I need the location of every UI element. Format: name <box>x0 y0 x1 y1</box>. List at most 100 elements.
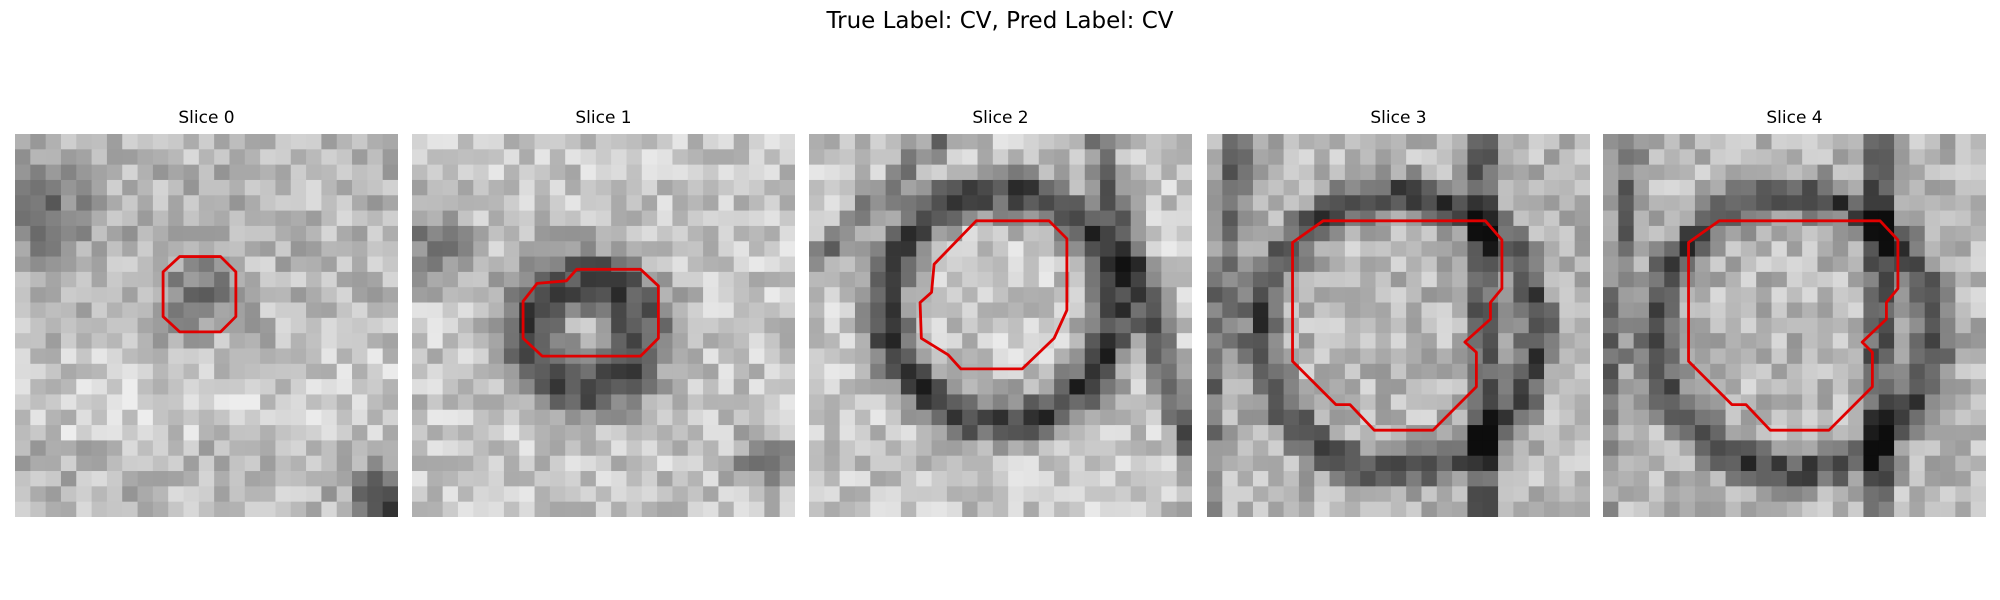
pixel <box>1023 333 1040 349</box>
pixel <box>962 164 978 181</box>
pixel <box>1894 149 1910 166</box>
pixel <box>1559 501 1576 517</box>
pixel <box>503 425 520 441</box>
pixel <box>1970 149 1986 166</box>
pixel <box>244 409 261 426</box>
pixel <box>1909 164 1926 181</box>
pixel <box>1130 271 1147 288</box>
pixel <box>1360 440 1376 457</box>
pixel <box>1740 271 1757 288</box>
pixel <box>152 348 169 365</box>
pixel <box>657 348 673 365</box>
pixel <box>1513 425 1530 441</box>
pixel <box>1940 195 1956 211</box>
pixel <box>275 287 292 303</box>
pixel <box>1298 210 1315 227</box>
pixel <box>1970 379 1986 395</box>
pixel <box>870 149 886 166</box>
pixel <box>1771 394 1788 411</box>
pixel <box>1848 425 1864 441</box>
pixel <box>183 271 200 288</box>
pixel <box>1878 394 1895 411</box>
pixel <box>168 287 184 303</box>
pixel <box>30 195 47 211</box>
pixel <box>45 302 62 319</box>
pixel <box>1513 210 1530 227</box>
pixel <box>809 348 825 365</box>
pixel <box>534 164 551 181</box>
pixel <box>1771 379 1788 395</box>
pixel <box>503 471 520 487</box>
pixel <box>977 317 994 334</box>
pixel <box>473 302 489 319</box>
pixel <box>442 425 459 441</box>
pixel <box>1664 348 1680 365</box>
pixel <box>611 471 627 487</box>
pixel <box>1955 333 1972 349</box>
pixel <box>931 134 948 150</box>
pixel <box>488 195 505 211</box>
pixel <box>1694 455 1711 472</box>
pixel <box>1603 179 1619 196</box>
pixel <box>1084 210 1101 227</box>
pixel <box>1940 425 1956 441</box>
pixel <box>733 302 750 319</box>
pixel <box>870 425 886 441</box>
pixel <box>1452 225 1468 242</box>
pixel <box>1023 409 1040 426</box>
pixel <box>1406 256 1422 273</box>
pixel <box>946 287 963 303</box>
pixel <box>214 348 230 365</box>
pixel <box>1467 241 1484 257</box>
pixel <box>611 486 627 503</box>
pixel <box>352 195 368 211</box>
pixel <box>809 333 825 349</box>
pixel <box>1940 379 1956 395</box>
pixel <box>839 394 856 411</box>
slice-image <box>1603 134 1986 517</box>
pixel <box>962 287 978 303</box>
pixel <box>1298 287 1315 303</box>
pixel <box>1084 179 1101 196</box>
pixel <box>1268 501 1284 517</box>
pixel <box>992 225 1009 242</box>
pixel <box>1498 210 1514 227</box>
pixel <box>1100 149 1116 166</box>
pixel <box>30 440 47 457</box>
pixel <box>1618 486 1635 503</box>
pixel <box>1406 195 1422 211</box>
pixel <box>442 394 459 411</box>
pixel <box>1694 302 1711 319</box>
pixel <box>641 225 658 242</box>
pixel <box>672 225 689 242</box>
pixel <box>764 164 781 181</box>
pixel <box>1924 333 1941 349</box>
pixel <box>321 317 338 334</box>
pixel <box>519 363 535 380</box>
pixel <box>1222 379 1239 395</box>
pixel <box>1054 149 1070 166</box>
pixel <box>519 409 535 426</box>
pixel <box>45 179 62 196</box>
pixel <box>718 333 735 349</box>
pixel <box>275 149 292 166</box>
pixel <box>1298 486 1315 503</box>
pixel <box>1482 363 1499 380</box>
pixel <box>1161 501 1178 517</box>
pixel <box>1176 302 1192 319</box>
pixel <box>15 134 31 150</box>
panel: Slice 3 <box>1207 108 1590 517</box>
pixel <box>1559 195 1576 211</box>
pixel <box>1863 179 1880 196</box>
pixel <box>244 256 261 273</box>
pixel <box>1222 455 1239 472</box>
pixel <box>1618 501 1635 517</box>
pixel <box>1268 379 1284 395</box>
pixel <box>749 440 765 457</box>
pixel <box>779 302 795 319</box>
pixel <box>1467 271 1484 288</box>
pixel <box>1832 302 1849 319</box>
pixel <box>1694 501 1711 517</box>
pixel <box>306 317 322 334</box>
pixel <box>1421 164 1438 181</box>
